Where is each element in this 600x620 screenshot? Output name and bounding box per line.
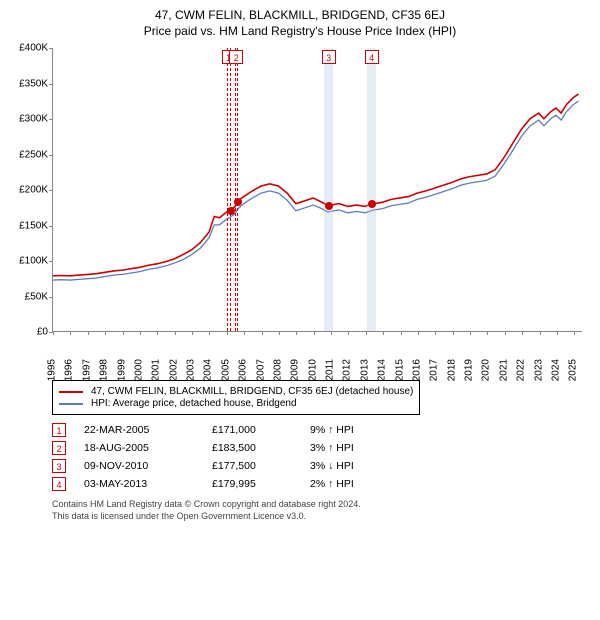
x-axis-label: 2007 [255,359,266,381]
y-axis-label: £0 [10,327,48,338]
highlight-band [367,48,376,331]
x-axis-label: 2008 [272,359,283,381]
y-axis-label: £350K [10,78,48,89]
x-axis-label: 2006 [238,359,249,381]
title-subtitle: Price paid vs. HM Land Registry's House … [10,24,590,38]
legend-row: HPI: Average price, detached house, Brid… [59,398,413,409]
transaction-price: £171,000 [212,424,292,436]
x-axis-label: 2016 [411,359,422,381]
x-axis-label: 2003 [186,359,197,381]
legend-swatch [59,403,83,405]
chart-container: 47, CWM FELIN, BLACKMILL, BRIDGEND, CF35… [0,0,600,620]
x-axis-label: 1996 [64,359,75,381]
x-axis-label: 2025 [568,359,579,381]
x-axis-label: 1998 [99,359,110,381]
transaction-row: 1 22-MAR-2005 £171,000 9% ↑ HPI [52,423,590,437]
x-axis-label: 2014 [377,359,388,381]
x-axis-label: 2023 [533,359,544,381]
x-axis-label: 2000 [133,359,144,381]
title-address: 47, CWM FELIN, BLACKMILL, BRIDGEND, CF35… [10,8,590,22]
x-axis-label: 2009 [290,359,301,381]
transaction-delta: 9% ↑ HPI [310,424,400,436]
hpi-line [53,101,579,280]
x-axis-label: 2005 [220,359,231,381]
transaction-delta: 2% ↑ HPI [310,478,400,490]
transaction-marker-num: 1 [52,423,66,437]
transaction-row: 4 03-MAY-2013 £179,995 2% ↑ HPI [52,477,590,491]
chart-marker-box: 3 [322,50,336,64]
x-axis-label: 2002 [168,359,179,381]
legend-swatch [59,391,83,393]
highlight-band [324,48,333,331]
legend: 47, CWM FELIN, BLACKMILL, BRIDGEND, CF35… [52,380,420,415]
transaction-row: 2 18-AUG-2005 £183,500 3% ↑ HPI [52,441,590,455]
chart-marker-box: 2 [229,50,243,64]
x-axis-label: 1995 [47,359,58,381]
footer-attribution: Contains HM Land Registry data © Crown c… [52,499,590,522]
chart-marker-box: 4 [365,50,379,64]
y-axis-label: £200K [10,185,48,196]
price-line [53,94,579,276]
transaction-date: 09-NOV-2010 [84,460,194,472]
transaction-row: 3 09-NOV-2010 £177,500 3% ↓ HPI [52,459,590,473]
transaction-date: 18-AUG-2005 [84,442,194,454]
legend-label: HPI: Average price, detached house, Brid… [91,398,297,409]
line-series-svg [53,48,582,331]
x-axis-label: 2019 [464,359,475,381]
x-axis-label: 2024 [550,359,561,381]
transaction-date: 03-MAY-2013 [84,478,194,490]
chart-area: 1234 £0£50K£100K£150K£200K£250K£300K£350… [10,44,590,374]
transaction-price: £177,500 [212,460,292,472]
x-axis-label: 2001 [151,359,162,381]
transaction-delta: 3% ↓ HPI [310,460,400,472]
transaction-dot [234,198,242,206]
x-axis-label: 2017 [429,359,440,381]
x-axis-label: 2018 [446,359,457,381]
x-axis-label: 2004 [203,359,214,381]
x-axis-label: 2022 [516,359,527,381]
transaction-delta: 3% ↑ HPI [310,442,400,454]
transaction-dot [227,207,235,215]
transaction-dot [368,200,376,208]
transaction-marker-num: 4 [52,477,66,491]
x-axis-label: 1997 [81,359,92,381]
transaction-date: 22-MAR-2005 [84,424,194,436]
transaction-marker-num: 2 [52,441,66,455]
plot-region: 1234 [52,48,582,332]
x-axis-label: 2012 [342,359,353,381]
x-axis-label: 2015 [394,359,405,381]
y-axis-label: £150K [10,220,48,231]
transaction-price: £179,995 [212,478,292,490]
x-axis-label: 2021 [498,359,509,381]
y-axis-label: £400K [10,43,48,54]
y-axis-label: £250K [10,149,48,160]
x-axis-label: 2011 [325,359,336,381]
legend-row: 47, CWM FELIN, BLACKMILL, BRIDGEND, CF35… [59,386,413,397]
transaction-marker-num: 3 [52,459,66,473]
transaction-dot [325,202,333,210]
footer-line-2: This data is licensed under the Open Gov… [52,511,590,523]
y-axis-label: £100K [10,256,48,267]
y-axis-label: £300K [10,114,48,125]
transactions-table: 1 22-MAR-2005 £171,000 9% ↑ HPI 2 18-AUG-2005… [52,423,590,491]
x-axis-label: 2020 [481,359,492,381]
x-axis-label: 2010 [307,359,318,381]
transaction-price: £183,500 [212,442,292,454]
footer-line-1: Contains HM Land Registry data © Crown c… [52,499,590,511]
x-axis-label: 2013 [359,359,370,381]
y-axis-label: £50K [10,291,48,302]
title-block: 47, CWM FELIN, BLACKMILL, BRIDGEND, CF35… [10,8,590,38]
legend-label: 47, CWM FELIN, BLACKMILL, BRIDGEND, CF35… [91,386,413,397]
x-axis-label: 1999 [116,359,127,381]
